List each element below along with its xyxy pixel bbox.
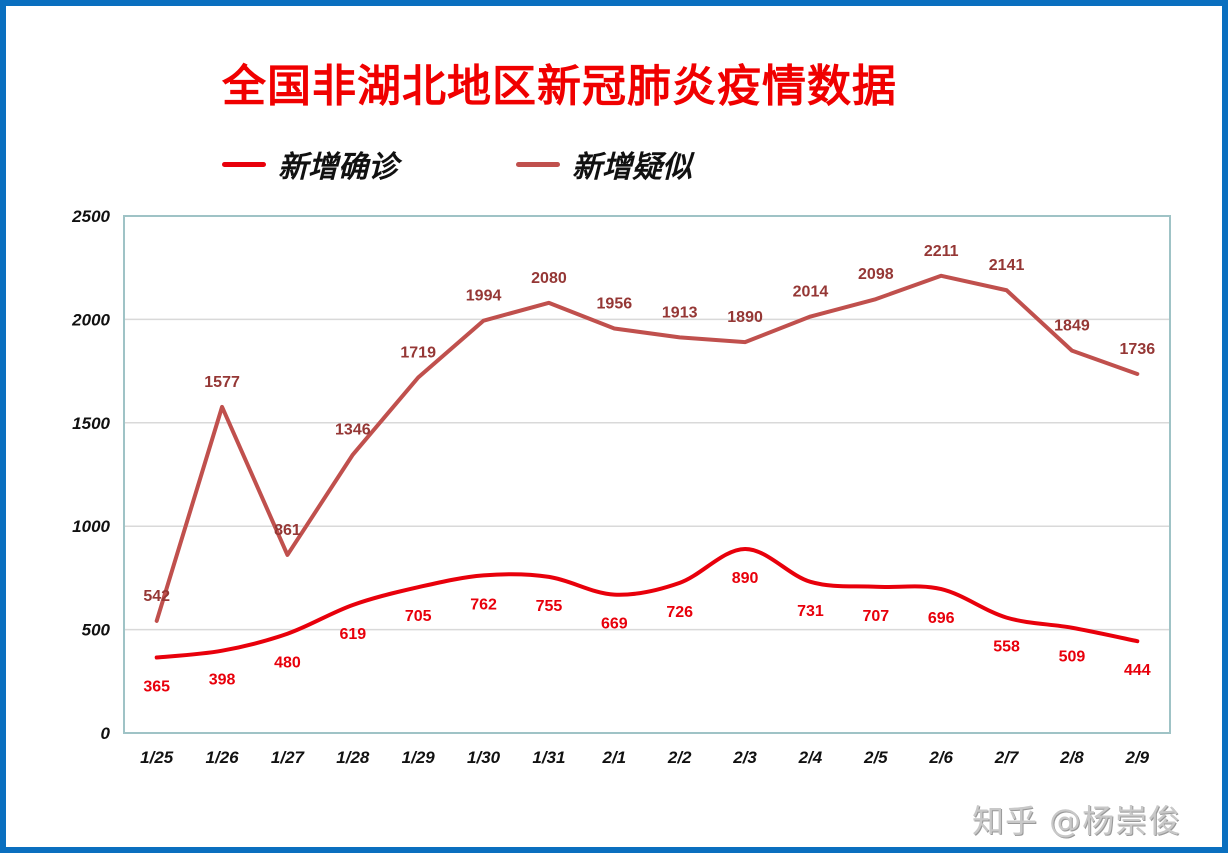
x-tick-label: 2/6 xyxy=(928,748,953,767)
data-label: 398 xyxy=(209,672,236,689)
data-label: 1849 xyxy=(1054,318,1090,335)
data-label: 696 xyxy=(928,610,955,627)
series-line-1 xyxy=(154,273,1140,623)
data-label: 669 xyxy=(601,616,628,633)
y-tick-label: 1000 xyxy=(72,517,110,536)
data-label: 762 xyxy=(470,596,497,613)
data-label: 542 xyxy=(143,588,170,605)
data-label: 2014 xyxy=(793,284,829,301)
x-tick-label: 1/27 xyxy=(271,748,306,767)
plot-area xyxy=(123,215,1171,734)
series-line-0 xyxy=(154,546,1140,660)
data-label: 444 xyxy=(1124,662,1151,679)
data-label: 480 xyxy=(274,655,301,672)
data-label: 1994 xyxy=(466,288,502,305)
data-label: 2211 xyxy=(924,243,959,260)
data-label: 861 xyxy=(274,522,301,539)
legend-swatch xyxy=(222,161,266,167)
x-tick-label: 2/1 xyxy=(601,748,626,767)
data-label: 707 xyxy=(862,608,889,625)
data-label: 1890 xyxy=(727,309,763,326)
y-tick-label: 0 xyxy=(101,724,111,743)
data-label: 705 xyxy=(405,608,432,625)
data-label: 365 xyxy=(143,679,170,696)
x-tick-label: 2/5 xyxy=(863,748,888,767)
data-label: 1719 xyxy=(400,345,436,362)
x-tick-label: 1/28 xyxy=(336,748,370,767)
legend-label: 新增确诊 xyxy=(278,150,398,185)
data-label: 1346 xyxy=(335,422,371,439)
data-label: 1736 xyxy=(1120,341,1156,358)
data-label: 2080 xyxy=(531,270,567,287)
x-tick-label: 1/25 xyxy=(140,748,174,767)
legend-item-confirmed: 新增确诊 xyxy=(222,142,398,186)
x-tick-label: 1/26 xyxy=(206,748,240,767)
y-tick-label: 1500 xyxy=(72,414,110,433)
data-label: 726 xyxy=(666,604,693,621)
data-label: 619 xyxy=(339,626,366,643)
data-label: 509 xyxy=(1059,649,1086,666)
y-tick-label: 2500 xyxy=(71,207,110,226)
data-label: 890 xyxy=(732,570,759,587)
y-tick-label: 500 xyxy=(82,621,111,640)
legend-label: 新增疑似 xyxy=(572,150,692,185)
data-label: 1577 xyxy=(204,374,240,391)
legend-item-suspected: 新增疑似 xyxy=(516,142,692,186)
x-tick-label: 2/2 xyxy=(667,748,692,767)
data-label: 755 xyxy=(536,598,563,615)
data-label: 558 xyxy=(993,639,1020,656)
data-label: 2098 xyxy=(858,266,894,283)
data-label: 1956 xyxy=(597,295,633,312)
y-tick-label: 2000 xyxy=(71,310,110,329)
x-tick-label: 2/7 xyxy=(994,748,1020,767)
x-tick-label: 2/4 xyxy=(798,748,823,767)
x-tick-label: 2/9 xyxy=(1124,748,1149,767)
x-tick-label: 1/31 xyxy=(532,748,565,767)
x-tick-label: 1/29 xyxy=(402,748,436,767)
data-label: 2141 xyxy=(989,257,1025,274)
x-tick-label: 2/8 xyxy=(1059,748,1084,767)
data-label: 1913 xyxy=(662,304,698,321)
legend-swatch xyxy=(516,161,560,167)
x-tick-label: 2/3 xyxy=(732,748,757,767)
x-tick-label: 1/30 xyxy=(467,748,501,767)
data-label: 731 xyxy=(797,603,824,620)
watermark: 知乎 @杨崇俊 xyxy=(972,802,1182,840)
chart-title: 全国非湖北地区新冠肺炎疫情数据 xyxy=(222,61,897,112)
